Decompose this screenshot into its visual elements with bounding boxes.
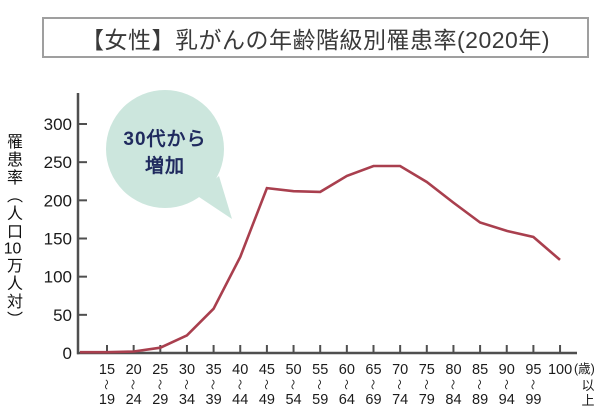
y-tick-label: 100 <box>44 268 72 287</box>
x-axis-unit: (歳) <box>574 362 595 376</box>
x-tick-label-tilde: 〜 <box>473 379 485 390</box>
x-tick-label-top: 45 <box>259 362 275 378</box>
x-tick-label-bottom: 24 <box>126 392 142 408</box>
x-tick-label-top: 100 <box>548 362 572 378</box>
x-tick-label-tilde: 〜 <box>100 379 112 390</box>
x-tick-label-bottom: 49 <box>259 392 275 408</box>
x-tick-label-bottom: 89 <box>472 392 488 408</box>
x-tick-label-tilde: 〜 <box>339 379 351 390</box>
y-tick-label: 150 <box>44 230 72 249</box>
x-tick-label-top: 85 <box>472 362 488 378</box>
x-tick-label-top: 80 <box>445 362 461 378</box>
x-tick-label-ijo1: 以 <box>581 378 594 393</box>
x-tick-label-tilde: 〜 <box>499 379 511 390</box>
x-tick-label-tilde: 〜 <box>526 379 538 390</box>
x-tick-label-bottom: 34 <box>179 392 195 408</box>
x-tick-label-bottom: 64 <box>339 392 355 408</box>
incidence-line <box>80 164 561 354</box>
x-tick-label-top: 90 <box>499 362 515 378</box>
y-tick-label: 200 <box>44 191 72 210</box>
x-tick-label-tilde: 〜 <box>446 379 458 390</box>
x-tick-label-top: 60 <box>339 362 355 378</box>
x-tick-label-tilde: 〜 <box>286 379 298 390</box>
x-tick-label-tilde: 〜 <box>153 379 165 390</box>
x-tick-label-top: 15 <box>99 362 115 378</box>
x-tick-label-top: 30 <box>179 362 195 378</box>
x-tick-label-ijo2: 上 <box>581 393 594 408</box>
x-tick-label-bottom: 69 <box>365 392 381 408</box>
x-tick-label-top: 70 <box>392 362 408 378</box>
x-tick-label-tilde: 〜 <box>313 379 325 390</box>
annotation-bubble <box>106 90 224 208</box>
x-tick-label-bottom: 99 <box>525 392 541 408</box>
annotation-line1: 30代から <box>123 129 207 150</box>
x-tick-label-bottom: 44 <box>232 392 248 408</box>
annotation-line2: 増加 <box>144 156 185 177</box>
x-tick-label-tilde: 〜 <box>206 379 218 390</box>
x-tick-label-bottom: 29 <box>152 392 168 408</box>
x-tick-label-bottom: 84 <box>445 392 461 408</box>
x-tick-label-tilde: 〜 <box>179 379 191 390</box>
y-axis-title-part1: 罹患率（人口 <box>4 133 21 241</box>
chart-title: 【女性】乳がんの年齢階級別罹患率(2020年) <box>81 26 550 53</box>
x-tick-label-top: 25 <box>152 362 168 378</box>
x-tick-label-bottom: 94 <box>499 392 515 408</box>
x-tick-label-top: 50 <box>285 362 301 378</box>
x-tick-label-tilde: 〜 <box>259 379 271 390</box>
x-tick-label-top: 55 <box>312 362 328 378</box>
y-axis-title-number: 10 <box>3 241 22 257</box>
x-tick-label-top: 35 <box>206 362 222 378</box>
x-tick-label-tilde: 〜 <box>366 379 378 390</box>
chart-title-box: 【女性】乳がんの年齢階級別罹患率(2020年) <box>42 17 589 58</box>
x-tick-label-top: 75 <box>419 362 435 378</box>
y-tick-label: 0 <box>63 344 72 363</box>
x-tick-label-top: 95 <box>525 362 541 378</box>
x-tick-label-bottom: 54 <box>285 392 301 408</box>
x-tick-label-tilde: 〜 <box>233 379 245 390</box>
x-tick-label-tilde: 〜 <box>126 379 138 390</box>
x-tick-label-bottom: 59 <box>312 392 328 408</box>
x-tick-label-bottom: 79 <box>419 392 435 408</box>
annotation-bubble-tail <box>196 176 232 219</box>
y-tick-label: 250 <box>44 153 72 172</box>
annotation-text: 30代から 増加 <box>105 126 225 180</box>
x-tick-label-bottom: 39 <box>206 392 222 408</box>
x-tick-label-bottom: 19 <box>99 392 115 408</box>
y-axis-title-part2: 万人対） <box>4 257 21 329</box>
x-tick-label-bottom: 74 <box>392 392 408 408</box>
y-tick-label: 50 <box>53 306 72 325</box>
x-tick-label-top: 20 <box>126 362 142 378</box>
x-tick-label-tilde: 〜 <box>419 379 431 390</box>
x-tick-label-top: 40 <box>232 362 248 378</box>
y-axis-title: 罹患率（人口10万人対） <box>3 133 22 333</box>
x-tick-label-top: 65 <box>365 362 381 378</box>
x-tick-label-tilde: 〜 <box>393 379 405 390</box>
y-tick-label: 300 <box>44 115 72 134</box>
